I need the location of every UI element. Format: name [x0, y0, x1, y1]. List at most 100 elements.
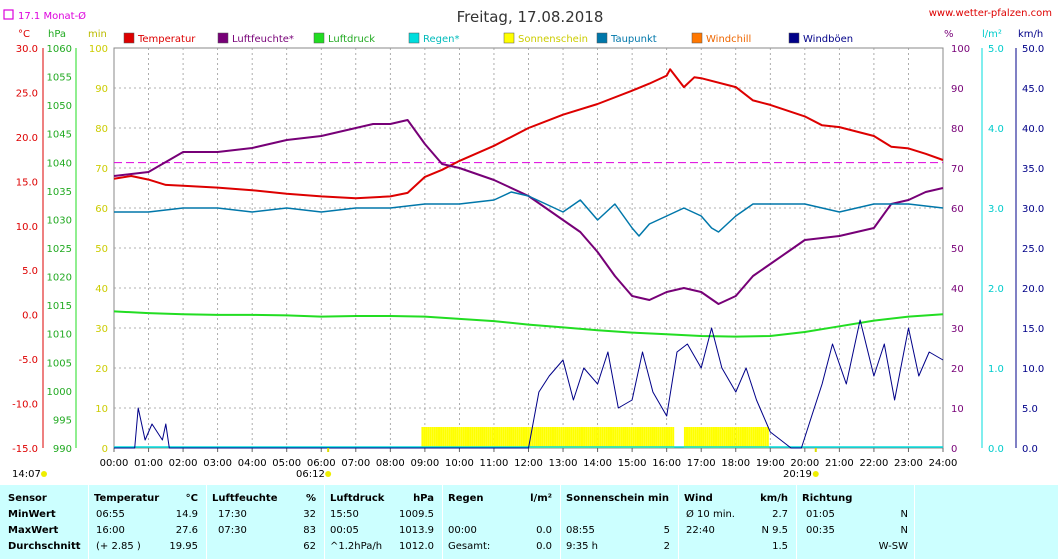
sunshine-bar	[690, 427, 693, 448]
pressure-value: 1009.5	[399, 509, 434, 520]
sunshine-bar	[522, 427, 525, 448]
sunshine-bar	[545, 427, 548, 448]
table-separator	[442, 485, 443, 559]
temp-tick-label: 15.0	[16, 177, 38, 188]
sunshine-bar	[448, 427, 451, 448]
sunrise-label: 06:12	[296, 469, 325, 480]
sunshine-bar	[421, 427, 424, 448]
percent-tick-label: 0	[951, 444, 957, 455]
sunshine-bar	[702, 427, 705, 448]
sunshine-bar	[657, 427, 660, 448]
x-tick-label: 03:00	[203, 458, 232, 469]
pressure-tick-label: 1055	[47, 73, 72, 84]
minutes-tick-label: 70	[95, 164, 108, 175]
sunshine-bar	[467, 427, 470, 448]
sunshine-bar	[729, 427, 732, 448]
x-tick-label: 13:00	[549, 458, 578, 469]
rain-tick-label: 1.0	[988, 364, 1004, 375]
pressure-tick-label: 990	[53, 444, 72, 455]
temp-tick-label: -10.0	[12, 400, 38, 411]
sunshine-bar	[688, 427, 691, 448]
pressure-tick-label: 1020	[47, 273, 72, 284]
sunshine-bar	[620, 427, 623, 448]
humidity-value: 83	[303, 525, 316, 536]
sunshine-bar	[700, 427, 703, 448]
sunshine-bar	[442, 427, 445, 448]
sunshine-bar	[574, 427, 577, 448]
wind-tick-label: 20.0	[1022, 284, 1044, 295]
monthly-avg-icon	[3, 9, 14, 20]
sunshine-bar	[458, 427, 461, 448]
wind-time: 22:40	[686, 525, 715, 536]
percent-tick-label: 100	[951, 44, 970, 55]
sunshine-bar	[539, 427, 542, 448]
sunshine-bar	[585, 427, 588, 448]
sunshine-bar	[683, 427, 686, 448]
wind-time: Ø 10 min.	[686, 509, 735, 520]
sunshine-bar	[514, 427, 517, 448]
wind-tick-label: 35.0	[1022, 164, 1044, 175]
header-sunshine: Sonnenschein min	[566, 493, 669, 504]
sunshine-bar	[607, 427, 610, 448]
sunshine-bar	[427, 427, 430, 448]
sunshine-bar	[727, 427, 730, 448]
table-separator	[796, 485, 797, 559]
pressure-tick-label: 1025	[47, 244, 72, 255]
rain-tick-label: 3.0	[988, 204, 1004, 215]
sunshine-bar	[425, 427, 428, 448]
gusts-line	[114, 319, 944, 449]
sunshine-bar	[535, 427, 538, 448]
temp-time: 16:00	[96, 525, 125, 536]
sunshine-bar	[649, 427, 652, 448]
sunshine-bar	[496, 427, 499, 448]
sunshine-bar	[665, 427, 668, 448]
sunshine-bar	[502, 427, 505, 448]
humidity-line	[113, 119, 944, 305]
sunshine-bar	[719, 427, 722, 448]
sunshine-bar	[659, 427, 662, 448]
wind-tick-label: 15.0	[1022, 324, 1044, 335]
sun-icon	[812, 471, 819, 477]
x-tick-label: 04:00	[238, 458, 267, 469]
sunshine-bar	[626, 427, 629, 448]
sunshine-bar	[473, 427, 476, 448]
sunshine-bar	[746, 427, 749, 448]
x-tick-label: 05:00	[272, 458, 301, 469]
sunshine-bar	[541, 427, 544, 448]
sunshine-bar	[741, 427, 744, 448]
legend-label: Taupunkt	[610, 34, 657, 45]
temp-tick-label: -15.0	[12, 444, 38, 455]
minutes-tick-label: 40	[95, 284, 108, 295]
sunshine-bar	[450, 427, 453, 448]
sunshine-bar	[758, 427, 761, 448]
sunshine-time: 08:55	[566, 525, 595, 536]
pressure-tick-label: 1050	[47, 101, 72, 112]
sunshine-bar	[581, 427, 584, 448]
direction-time: 01:05	[806, 509, 835, 520]
sunshine-bar	[464, 427, 467, 448]
sunshine-bar	[651, 427, 654, 448]
series-lines	[113, 68, 944, 449]
x-tick-label: 09:00	[410, 458, 439, 469]
sunshine-bar	[433, 427, 436, 448]
sunshine-bar	[578, 427, 581, 448]
sunshine-bar	[533, 427, 536, 448]
sunshine-bar	[444, 427, 447, 448]
x-tick-label: 23:00	[894, 458, 923, 469]
sunshine-bar	[589, 427, 592, 448]
x-tick-label: 21:00	[825, 458, 854, 469]
legend-label: Luftdruck	[328, 34, 375, 45]
minutes-tick-label: 50	[95, 244, 108, 255]
header-pressure-unit: hPa	[413, 493, 434, 504]
wind-tick-label: 0.0	[1022, 444, 1038, 455]
site-link[interactable]: www.wetter-pfalzen.com	[929, 8, 1052, 19]
legend-label: Windböen	[803, 34, 853, 45]
humidity-value: 62	[303, 541, 316, 552]
sunshine-bar	[764, 427, 767, 448]
x-tick-label: 24:00	[929, 458, 958, 469]
header-direction: Richtung	[802, 493, 853, 504]
temperature-line	[113, 68, 944, 200]
sunshine-bar	[558, 427, 561, 448]
sunshine-bar	[692, 427, 695, 448]
unit-wind: km/h	[1018, 29, 1043, 40]
